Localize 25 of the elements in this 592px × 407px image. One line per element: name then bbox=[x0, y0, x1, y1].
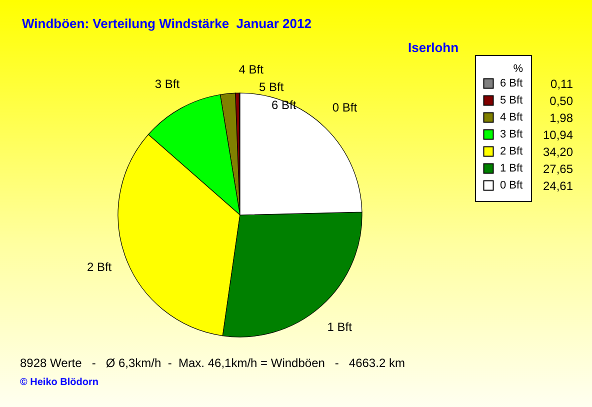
legend-label: 1 Bft bbox=[500, 162, 523, 174]
text: 8928 Werte - Ø 6,3km/h - Max. 46,1km/h = Windböen - 4663.2 km bbox=[20, 356, 405, 370]
slice-label: 4 Bft bbox=[238, 62, 264, 77]
data-label: 27,65 bbox=[542, 162, 573, 176]
legend-title: % bbox=[513, 63, 524, 75]
data-label: 0,50 bbox=[548, 94, 573, 108]
slice-label: 1 Bft bbox=[327, 320, 353, 334]
legend-label: 2 Bft bbox=[500, 146, 523, 158]
legend-label: 6 Bft bbox=[500, 78, 523, 90]
data-label: 0,11 bbox=[550, 76, 573, 90]
text: Iserlohn bbox=[408, 40, 459, 55]
slice-label: 0 Bft bbox=[332, 100, 358, 115]
legend-label: 3 Bft bbox=[500, 128, 523, 140]
legend-label: 5 Bft bbox=[500, 94, 523, 106]
legend-label: 4 Bft bbox=[500, 112, 523, 124]
text: © Heiko Blödorn bbox=[20, 377, 98, 388]
category-label: 5 Bft bbox=[259, 80, 284, 94]
chart-title: Windböen: Verteilung Windstärke Januar 2012 bbox=[22, 16, 312, 31]
data-label: 10,94 bbox=[542, 128, 573, 142]
legend-label: 0 Bft bbox=[500, 180, 523, 192]
data-label: 1,98 bbox=[548, 110, 573, 124]
slice-label: 3 Bft bbox=[154, 76, 180, 91]
slice-label: 2 Bft bbox=[86, 260, 112, 274]
data-label: 34,20 bbox=[542, 144, 573, 158]
data-label: 24,61 bbox=[542, 178, 573, 192]
